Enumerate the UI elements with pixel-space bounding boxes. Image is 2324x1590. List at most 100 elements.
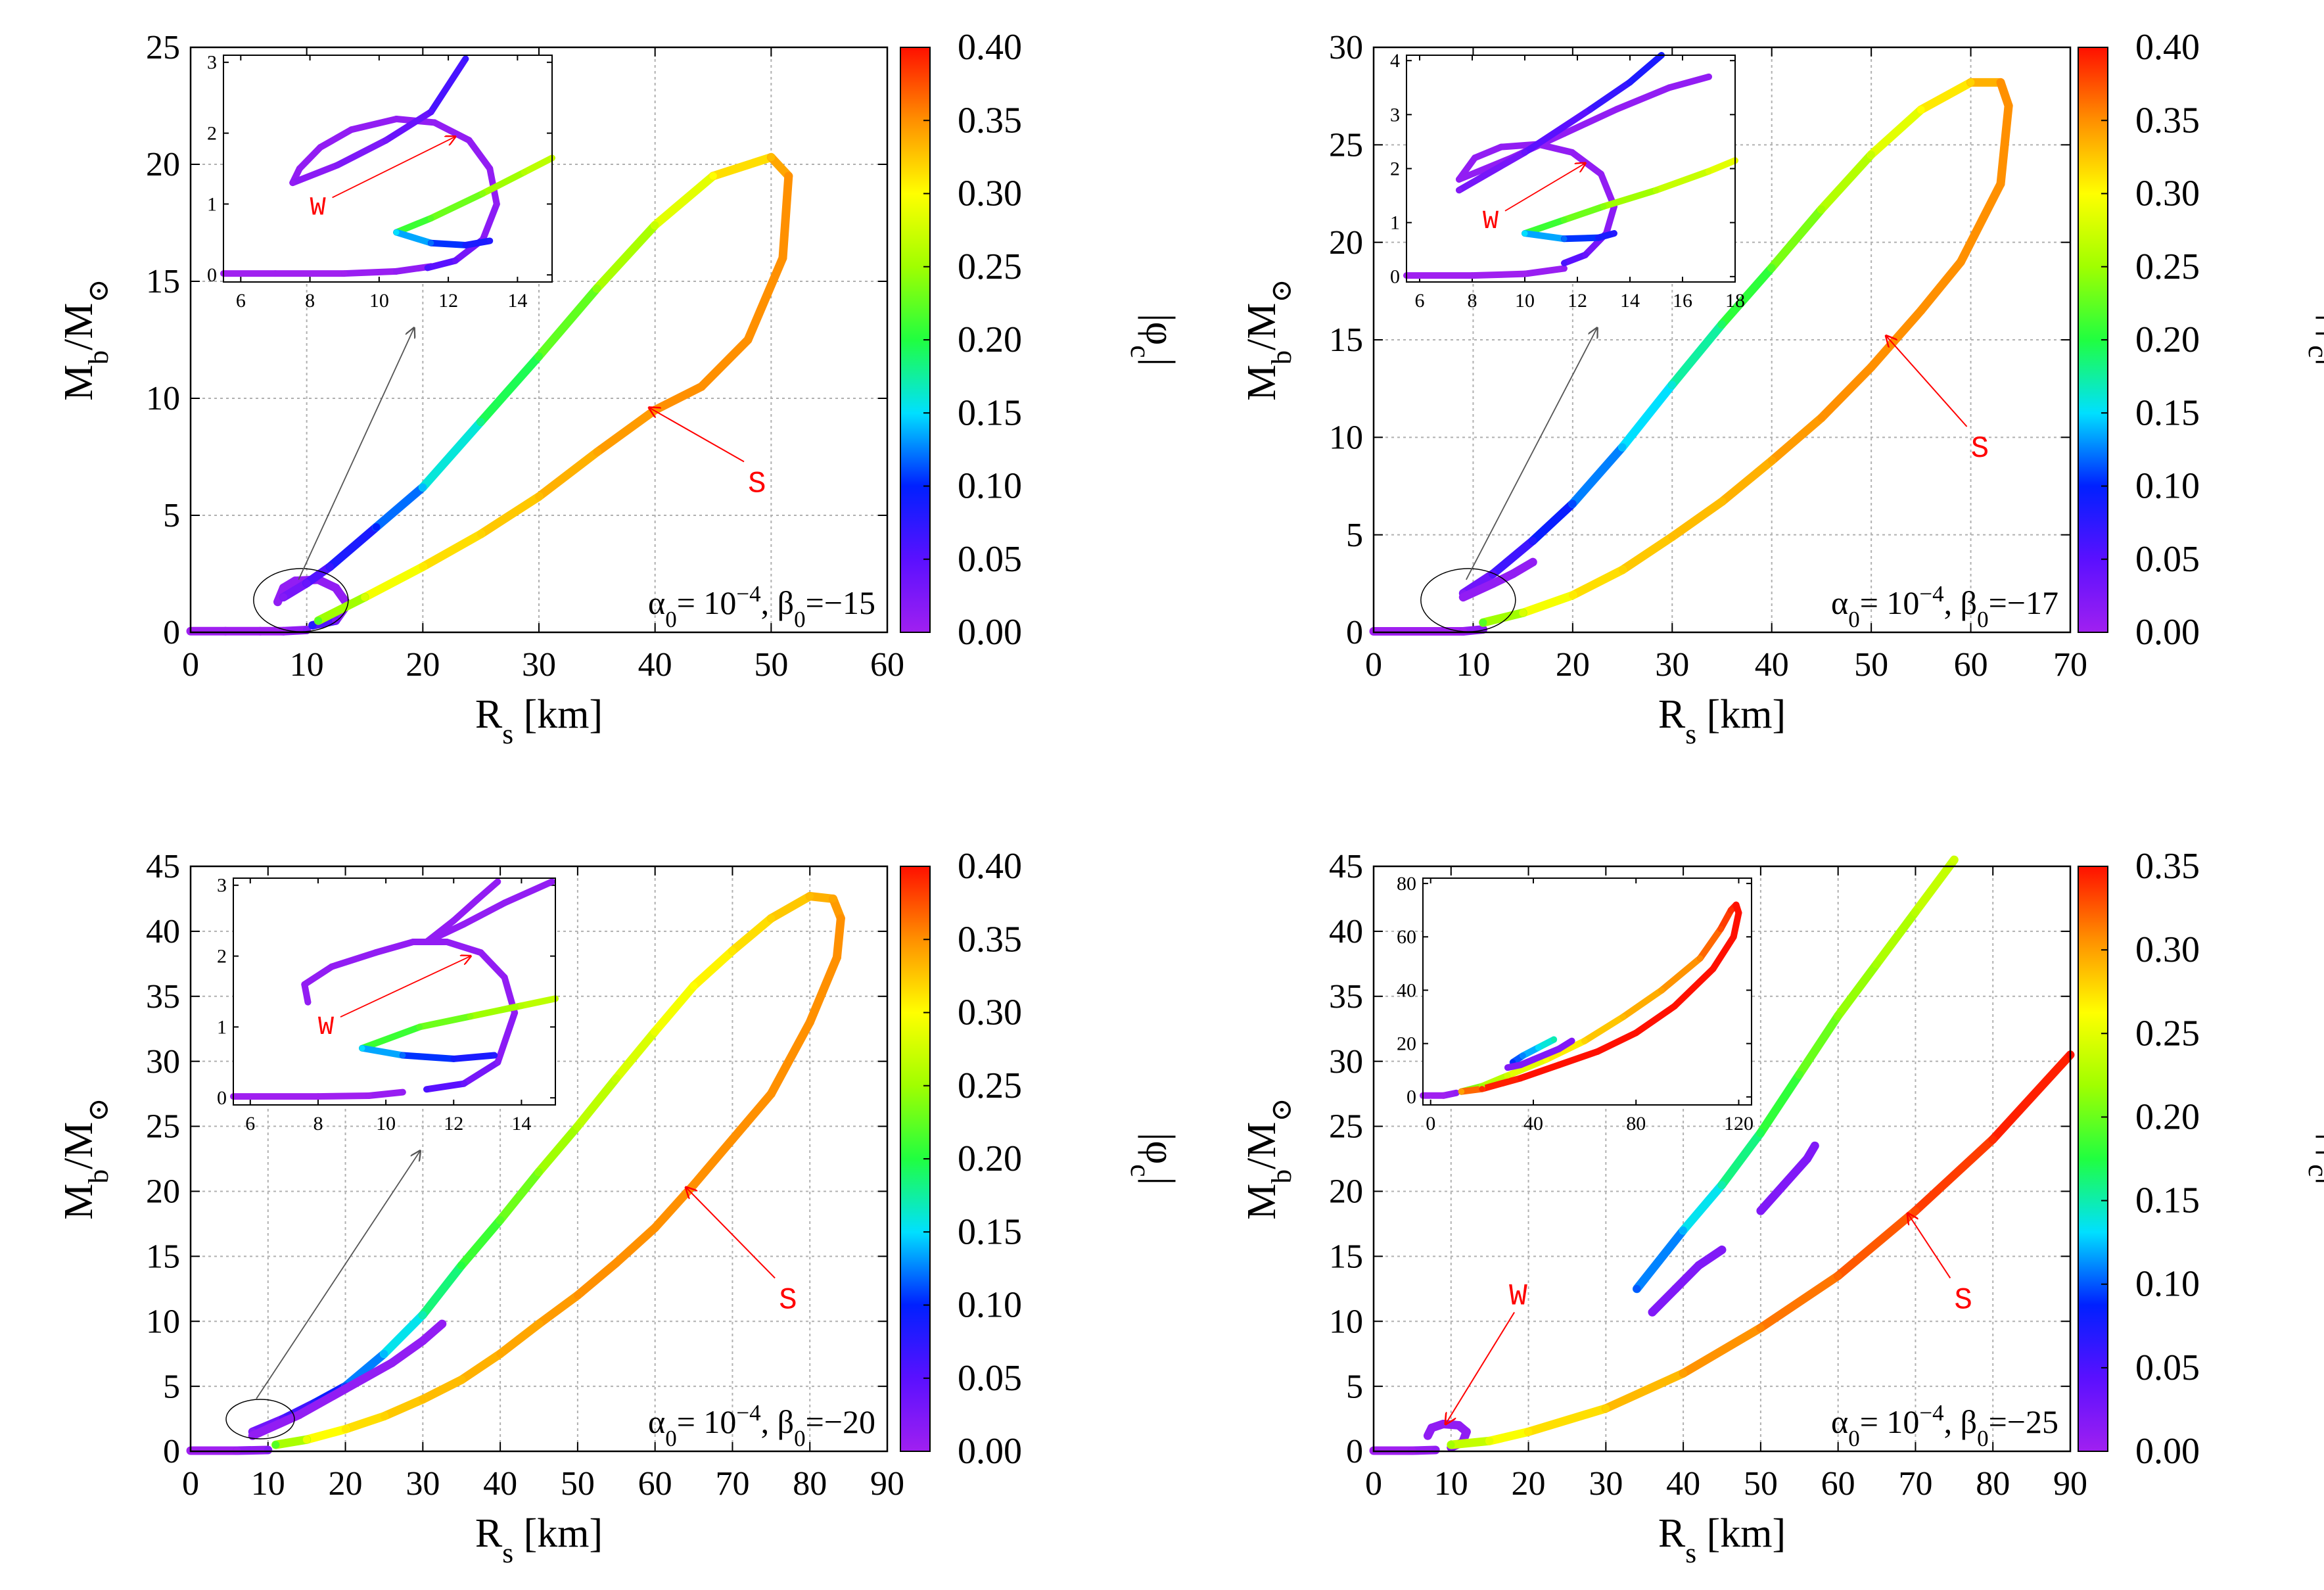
data-point <box>806 892 814 900</box>
data-segment <box>1508 557 1537 578</box>
inset-data-point <box>486 237 493 244</box>
inset-data-point <box>494 200 500 207</box>
data-segment <box>1779 1154 1812 1190</box>
data-segment <box>805 952 841 1027</box>
data-point <box>1648 1308 1656 1317</box>
data-point <box>535 492 543 501</box>
inset-data-segment <box>467 1002 525 1020</box>
s-branch-label: S <box>1954 1283 1972 1317</box>
inset-data-point <box>1561 265 1568 271</box>
data-point <box>1718 1181 1726 1189</box>
y-tick-label: 40 <box>1329 913 1363 950</box>
data-point <box>1618 566 1627 574</box>
inset-data-point <box>1522 230 1528 237</box>
x-axis-label: Rs [km] <box>1658 1511 1786 1569</box>
data-point <box>496 1349 504 1358</box>
y-tick-label: 0 <box>163 614 180 651</box>
inset-data-point <box>1569 1038 1575 1044</box>
s-branch-label: S <box>748 467 766 501</box>
inset-data-point <box>1733 902 1740 908</box>
y-tick-label: 10 <box>146 380 180 417</box>
w-branch-arrow <box>1446 1311 1515 1424</box>
data-point <box>221 627 229 636</box>
data-point <box>728 1135 737 1144</box>
data-segment <box>308 616 340 630</box>
y-tick-label: 4 <box>1390 50 1400 72</box>
plot-frame <box>1372 865 2072 1453</box>
data-point <box>1767 457 1776 465</box>
inset-data-point <box>1498 144 1504 151</box>
y-tick-label: 40 <box>1397 979 1416 1001</box>
x-axis-label: Rs [km] <box>1658 692 1786 750</box>
data-segment <box>1648 1284 1680 1317</box>
colorbar-tick-label: 0.40 <box>958 27 1022 68</box>
x-tick-label: 18 <box>1725 290 1745 312</box>
inset-data-point <box>317 144 323 151</box>
data-segment <box>1867 306 1926 372</box>
data-point <box>1867 363 1875 371</box>
data-point <box>837 914 845 922</box>
inset-data-point <box>428 240 434 246</box>
data-segment <box>418 1319 447 1345</box>
inset-data-point <box>462 242 469 248</box>
data-point <box>1618 443 1627 452</box>
inset-data-point <box>1504 1064 1511 1071</box>
inset-data-point <box>431 119 438 126</box>
y-tick-label: 2 <box>1390 158 1400 179</box>
x-tick-label: 80 <box>793 1465 827 1503</box>
x-tick-label: 90 <box>2053 1465 2087 1503</box>
inset-data-segment <box>1709 933 1737 972</box>
inset-data-segment <box>365 1088 406 1099</box>
data-segment <box>1632 1226 1688 1294</box>
y-tick-label: 0 <box>217 1087 227 1109</box>
inset-data-point <box>1653 187 1660 193</box>
colorbar-tick-label: 0.05 <box>2135 539 2200 580</box>
data-point <box>1479 625 1487 634</box>
data-point <box>1569 591 1577 599</box>
data-point <box>1757 1129 1765 1137</box>
inset-data-segment <box>1706 157 1738 175</box>
y-tick-label: 0 <box>1346 1433 1363 1470</box>
x-tick-label: 0 <box>182 1465 199 1503</box>
inset-data-segment <box>1517 1062 1563 1082</box>
x-tick-label: 10 <box>376 1113 396 1134</box>
data-segment <box>341 1359 396 1393</box>
data-point <box>1834 1272 1842 1280</box>
data-segment <box>573 1258 621 1300</box>
y-axis-label: Mb/M⊙ <box>1240 279 1297 401</box>
colorbar-label: |φc| <box>2302 1133 2324 1185</box>
inset-data-point <box>1620 1014 1627 1020</box>
data-point <box>1817 413 1826 422</box>
inset-data-segment <box>518 995 559 1010</box>
x-tick-label: 14 <box>507 290 527 312</box>
data-point <box>457 1376 466 1384</box>
colorbar-tick-label: 0.35 <box>2135 846 2200 887</box>
data-point <box>1569 500 1577 508</box>
colorbar-tick-label: 0.30 <box>958 993 1022 1033</box>
inset-data-point <box>1517 1062 1523 1068</box>
x-tick-label: 50 <box>754 646 788 684</box>
data-point <box>438 1320 446 1328</box>
y-tick-label: 0 <box>207 264 217 286</box>
data-point <box>1431 1446 1440 1454</box>
data-point <box>1803 1155 1811 1163</box>
x-tick-label: 6 <box>245 1113 255 1134</box>
inset-data-point <box>373 949 379 956</box>
data-point <box>767 153 776 162</box>
data-point <box>535 1320 543 1328</box>
colorbar-tick-label: 0.40 <box>2135 27 2200 68</box>
data-segment <box>418 1261 466 1319</box>
data-segment <box>1917 257 1965 315</box>
x-tick-label: 10 <box>251 1465 285 1503</box>
inset-w-label: W <box>318 1013 334 1042</box>
data-segment <box>592 221 660 293</box>
inset-data-point <box>1504 1072 1511 1079</box>
data-point <box>651 1223 659 1232</box>
data-point <box>1679 1226 1687 1234</box>
inset-w-arrow <box>332 137 455 199</box>
data-point <box>574 1291 582 1299</box>
inset-data-segment <box>393 214 434 236</box>
inset-data-segment <box>301 963 335 988</box>
data-segment <box>1717 1128 1765 1190</box>
